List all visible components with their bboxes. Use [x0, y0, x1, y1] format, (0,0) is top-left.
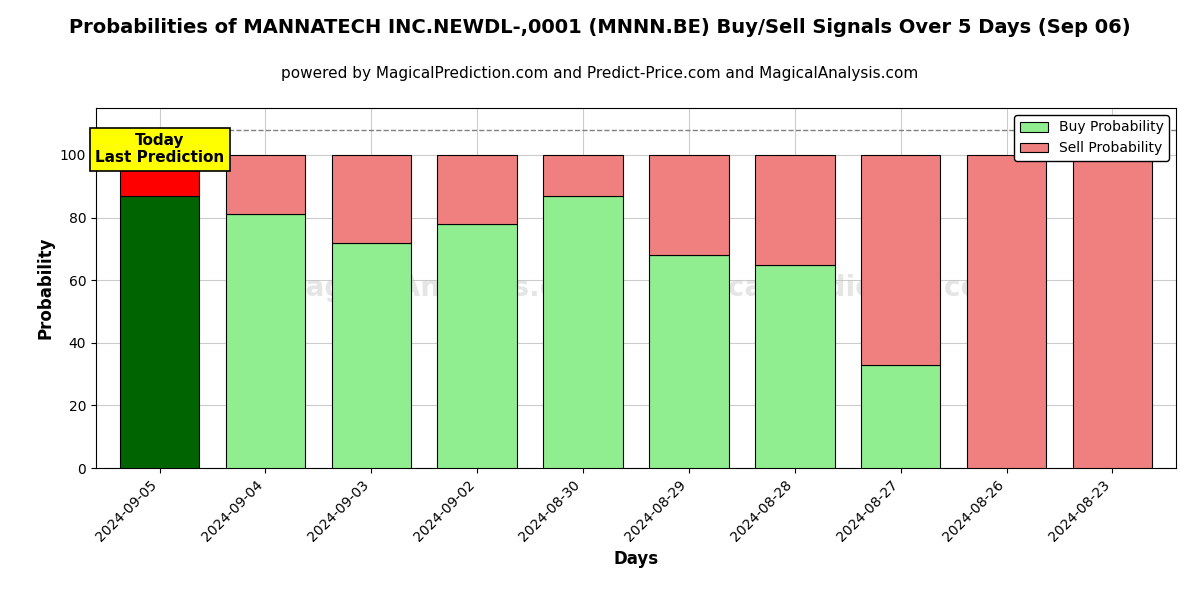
Bar — [438, 155, 517, 224]
Bar — [438, 224, 517, 468]
Bar — [862, 155, 941, 365]
Bar — [331, 155, 412, 242]
Bar — [226, 214, 305, 468]
Bar — [967, 155, 1046, 468]
Bar — [544, 196, 623, 468]
Text: Today
Last Prediction: Today Last Prediction — [95, 133, 224, 166]
Bar — [755, 265, 834, 468]
Y-axis label: Probability: Probability — [36, 237, 54, 339]
Bar — [755, 155, 834, 265]
Text: Probabilities of MANNATECH INC.NEWDL-,0001 (MNNN.BE) Buy/Sell Signals Over 5 Day: Probabilities of MANNATECH INC.NEWDL-,00… — [70, 18, 1130, 37]
Bar — [649, 155, 728, 255]
X-axis label: Days: Days — [613, 550, 659, 568]
Bar — [544, 155, 623, 196]
Bar — [226, 155, 305, 214]
Legend: Buy Probability, Sell Probability: Buy Probability, Sell Probability — [1014, 115, 1169, 161]
Bar — [331, 242, 412, 468]
Bar — [1073, 155, 1152, 468]
Text: MagicalPrediction.com: MagicalPrediction.com — [652, 274, 1009, 302]
Bar — [649, 255, 728, 468]
Bar — [120, 196, 199, 468]
Bar — [862, 365, 941, 468]
Text: powered by MagicalPrediction.com and Predict-Price.com and MagicalAnalysis.com: powered by MagicalPrediction.com and Pre… — [281, 66, 919, 81]
Bar — [120, 155, 199, 196]
Text: MagicalAnalysis.com: MagicalAnalysis.com — [278, 274, 605, 302]
